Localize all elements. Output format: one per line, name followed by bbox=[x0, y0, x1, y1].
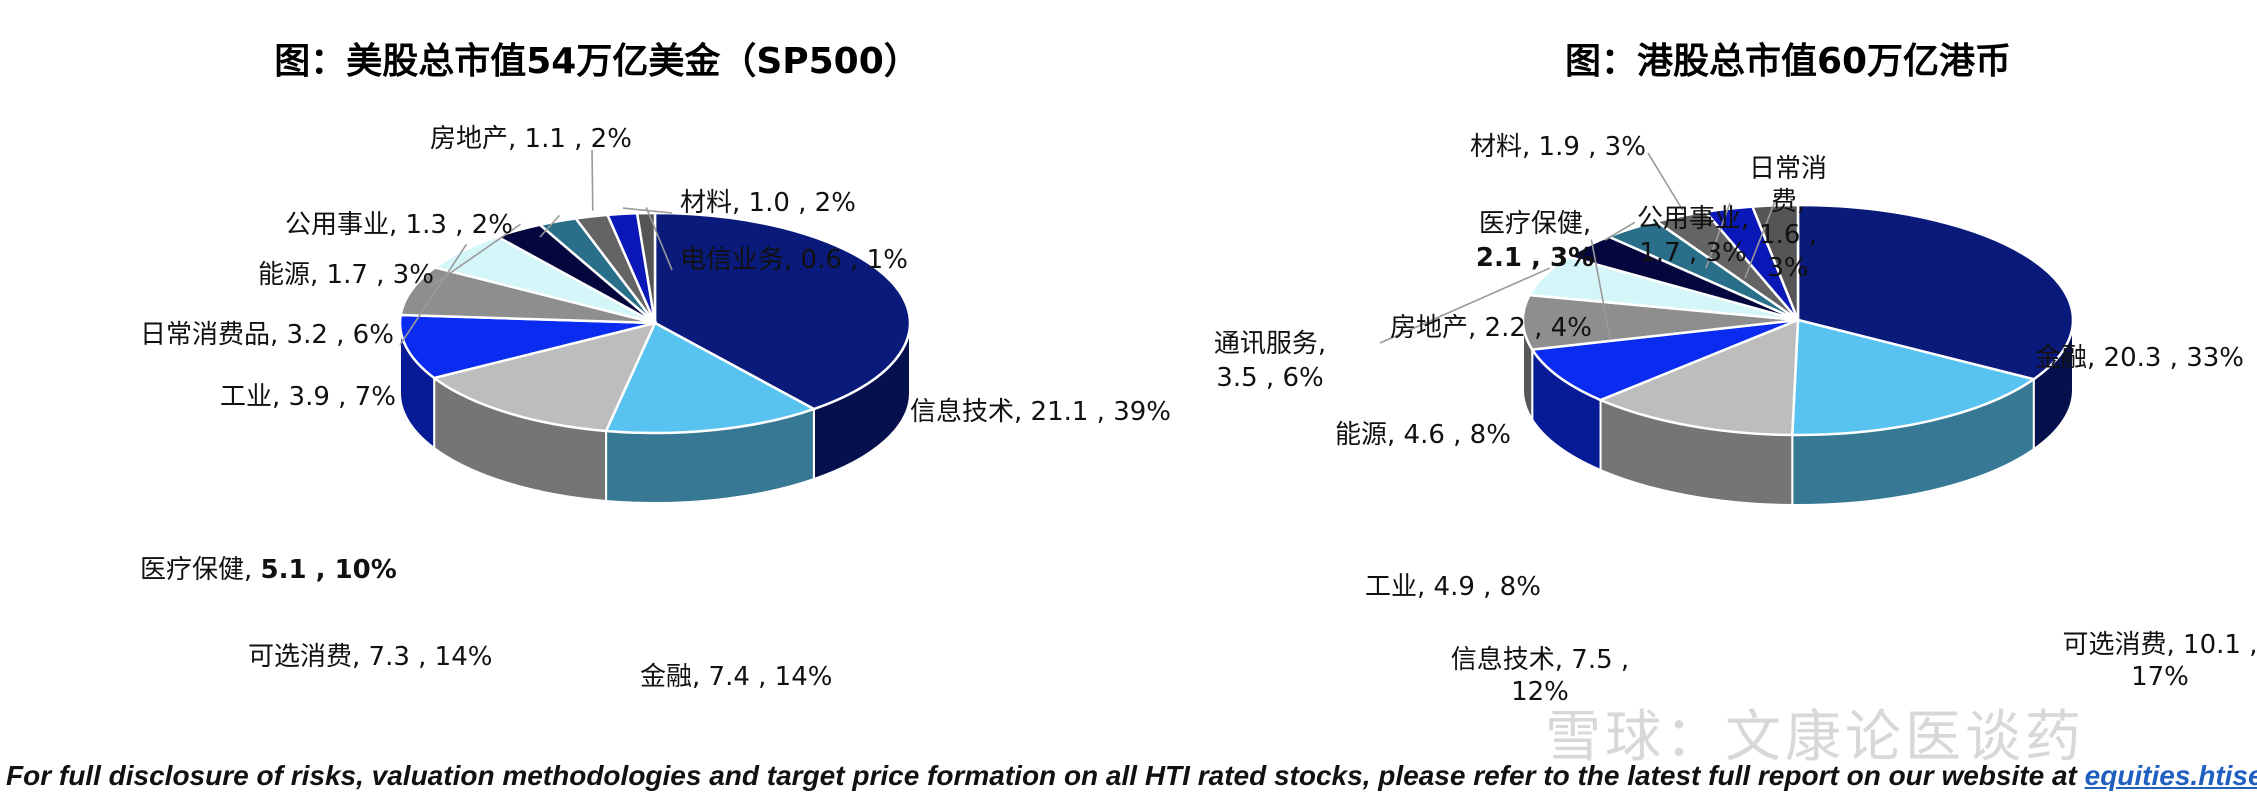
pie-slice-可选消费 bbox=[431, 321, 658, 433]
data-label-房地产: 房地产, 2.2 , 4% bbox=[1390, 313, 1592, 343]
pie-slice-信息技术 bbox=[1597, 318, 1800, 437]
leader-line-公用事业 bbox=[1705, 202, 1731, 269]
pie-slice-日常消费 bbox=[1750, 203, 1800, 321]
data-label-信息技术: 信息技术, 7.5 , 12% bbox=[1451, 645, 1629, 707]
pie-hk: 金融, 20.3 , 33% 可选消费, 10.1 , 17% 信息技术, 7.5 ,… bbox=[1214, 132, 2257, 707]
leader-line-房地产 bbox=[1590, 239, 1611, 339]
data-label-金融: 金融, 20.3 , 33% bbox=[2035, 343, 2244, 373]
data-label-信息技术: 信息技术, 21.1 , 39% bbox=[910, 397, 1171, 427]
chart-title-us: 图：美股总市值54万亿美金（SP500） bbox=[274, 40, 920, 82]
data-label-医疗保健: 医疗保健, 5.1 , 10% bbox=[140, 555, 397, 585]
data-label-电信业务: 电信业务, 0.6 , 1% bbox=[680, 245, 908, 275]
data-label-日常消费品: 日常消费品, 3.2 , 6% bbox=[140, 320, 394, 350]
pie-slice-医疗保健 bbox=[398, 313, 656, 380]
data-label-日常消费: 日常消费, 1.6 , 3% bbox=[1749, 154, 1827, 283]
leader-line-能源 bbox=[429, 223, 522, 288]
leader-line-通讯服务 bbox=[1379, 267, 1551, 344]
data-label-材料: 材料, 1.9 , 3% bbox=[1470, 132, 1646, 162]
pie-slice-电信业务 bbox=[635, 211, 657, 324]
leader-line-日常消费品 bbox=[399, 243, 468, 346]
pie-us: 信息技术, 21.1 , 39% 金融, 7.4 , 14% 可选消费, 7.3 ,… bbox=[140, 124, 1171, 692]
data-label-能源: 能源, 4.6 , 8% bbox=[1335, 420, 1511, 450]
pie-slice-信息技术 bbox=[653, 211, 912, 411]
pie-slice-工业 bbox=[1530, 318, 1799, 402]
data-label-可选消费: 可选消费, 10.1 , 17% bbox=[2063, 630, 2257, 692]
footer-text: For full disclosure of risks, valuation … bbox=[6, 760, 2085, 791]
data-label-工业: 工业, 3.9 , 7% bbox=[220, 382, 396, 412]
data-label-公用事业: 公用事业, 1.7 , 3% bbox=[1637, 204, 1749, 268]
pie-slice-金融 bbox=[604, 321, 818, 435]
data-label-公用事业: 公用事业, 1.3 , 2% bbox=[285, 210, 513, 240]
leader-line-电信业务 bbox=[645, 206, 673, 271]
pie-side-walls bbox=[1522, 319, 2074, 506]
leader-line-日常消费 bbox=[1744, 199, 1777, 279]
leader-line-医疗保健 bbox=[1604, 221, 1636, 241]
data-label-医疗保健: 医疗保健, 2.1 , 3% bbox=[1476, 209, 1594, 273]
leader-line-公用事业 bbox=[539, 214, 561, 238]
watermark: 雪球：文康论医谈药 bbox=[1545, 705, 2085, 770]
data-label-金融: 金融, 7.4 , 14% bbox=[640, 662, 832, 692]
chart-title-hk: 图：港股总市值60万亿港币 bbox=[1565, 41, 2011, 82]
pie-slice-能源 bbox=[1521, 293, 1799, 351]
leader-line-材料 bbox=[1647, 152, 1684, 211]
website-link[interactable]: equities.htisec.com bbox=[2084, 760, 2257, 791]
pie-slice-可选消费 bbox=[1790, 318, 2037, 437]
data-label-工业: 工业, 4.9 , 8% bbox=[1365, 572, 1541, 602]
disclosure-footer: For full disclosure of risks, valuation … bbox=[6, 760, 2257, 792]
pie-slice-金融 bbox=[1796, 203, 2075, 381]
pie-side-walls bbox=[399, 322, 911, 504]
data-label-材料: 材料, 1.0 , 2% bbox=[680, 188, 856, 218]
data-label-通讯服务: 通讯服务, 3.5 , 6% bbox=[1214, 329, 1326, 393]
data-label-可选消费: 可选消费, 7.3 , 14% bbox=[248, 642, 492, 672]
data-label-房地产: 房地产, 1.1 , 2% bbox=[430, 124, 632, 154]
data-label-能源: 能源, 1.7 , 3% bbox=[258, 260, 434, 290]
leader-line-房地产 bbox=[591, 149, 594, 211]
